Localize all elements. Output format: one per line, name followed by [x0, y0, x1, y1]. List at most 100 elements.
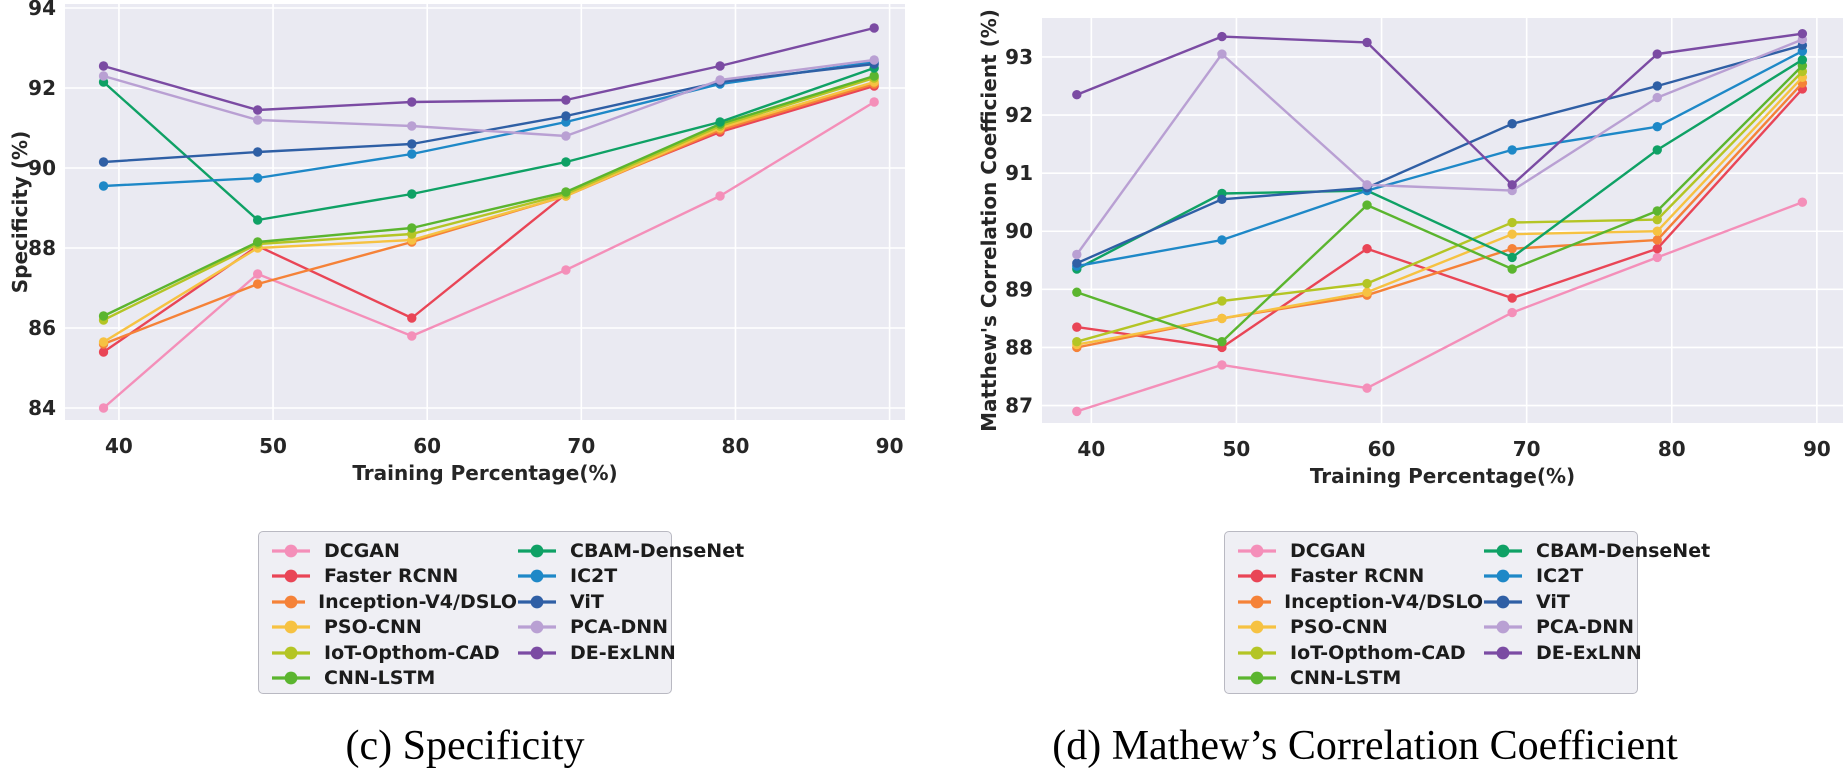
series-DCGAN: [98, 97, 879, 413]
legend-dot: [530, 569, 544, 583]
series-line: [102, 66, 875, 222]
legend-label: CNN-LSTM: [1290, 667, 1402, 690]
data-point: [98, 311, 109, 321]
legend-label: ViT: [1536, 590, 1570, 613]
data-point: [1072, 406, 1082, 417]
series-line: [102, 80, 875, 344]
data-point: [1362, 37, 1372, 48]
legend-line-marker-icon: [518, 595, 556, 609]
legend-item-CNN-LSTM: CNN-LSTM: [271, 666, 517, 692]
data-point: [715, 61, 725, 71]
data-point: [1652, 121, 1662, 132]
x-tick-label: 90: [1803, 437, 1831, 461]
legend-dot: [284, 671, 298, 685]
caption-specificity: (c) Specificity: [345, 723, 585, 769]
data-point: [1507, 145, 1517, 155]
legend-line-marker-icon: [1484, 595, 1522, 609]
legend-line-marker-icon: [1238, 646, 1276, 660]
legend-dot: [1496, 646, 1510, 660]
series-Faster RCNN: [1072, 84, 1808, 353]
data-point: [561, 111, 571, 121]
data-point: [561, 187, 571, 197]
y-tick-label: 84: [28, 396, 56, 420]
data-point: [1217, 31, 1227, 42]
legend-dot: [1496, 544, 1510, 558]
data-point: [252, 147, 263, 157]
legend-item-ViT: ViT: [1483, 589, 1710, 615]
y-axis-label: Specificity (%): [8, 131, 32, 293]
legend-label: Inception-V4/DSLO: [318, 590, 517, 613]
legend-item-PSO-CNN: PSO-CNN: [271, 615, 517, 641]
legend-dot: [1496, 569, 1510, 583]
legend-label: Faster RCNN: [1290, 565, 1425, 588]
data-point: [407, 189, 417, 199]
legend-label: IoT-Opthom-CAD: [1290, 641, 1466, 664]
data-point: [1072, 336, 1082, 347]
legend-label: Inception-V4/DSLO: [1284, 590, 1483, 613]
x-tick-label: 70: [567, 434, 595, 458]
plot-area: [1042, 18, 1843, 423]
x-tick-label: 80: [1658, 437, 1686, 461]
legend-dot: [1250, 646, 1264, 660]
y-tick-label: 88: [1005, 335, 1033, 359]
series-CNN-LSTM: [1072, 60, 1808, 347]
data-point: [715, 191, 725, 201]
data-point: [1217, 313, 1227, 324]
data-point: [1362, 200, 1372, 210]
data-point: [1652, 145, 1662, 155]
data-point: [1507, 229, 1517, 239]
data-point: [1797, 197, 1808, 207]
y-tick-label: 88: [28, 236, 56, 260]
data-point: [1652, 206, 1662, 216]
data-point: [1652, 81, 1662, 91]
x-tick-label: 80: [722, 434, 750, 458]
data-point: [407, 313, 417, 323]
y-tick-label: 93: [1005, 45, 1033, 69]
series-line: [1076, 201, 1803, 413]
legend-item-IC2T: IC2T: [1483, 564, 1710, 590]
data-point: [407, 97, 417, 107]
x-axis-label: Training Percentage(%): [352, 461, 617, 485]
legend-dot: [1250, 595, 1264, 609]
data-point: [1652, 235, 1662, 245]
legend-dot: [284, 569, 298, 583]
series-line: [102, 100, 875, 409]
series-DE-ExLNN: [1072, 28, 1808, 190]
legend-item-CBAM-DenseNet: CBAM-DenseNet: [517, 538, 744, 564]
series-line: [1076, 58, 1804, 271]
x-tick-label: 70: [1513, 437, 1541, 461]
data-point: [252, 115, 263, 125]
data-point: [98, 337, 109, 347]
series-PCA-DNN: [98, 55, 879, 141]
y-tick-label: 86: [28, 316, 56, 340]
legend-item-PCA-DNN: PCA-DNN: [1483, 615, 1710, 641]
legend-line-marker-icon: [272, 569, 310, 583]
data-point: [1652, 214, 1662, 225]
data-point: [407, 121, 417, 131]
data-point: [1652, 49, 1662, 59]
data-point: [98, 347, 109, 357]
y-tick-label: 92: [28, 76, 56, 100]
x-tick-label: 50: [259, 434, 287, 458]
legend-line-marker-icon: [1238, 544, 1276, 558]
data-point: [1072, 258, 1082, 268]
legend-label: CNN-LSTM: [324, 667, 436, 690]
data-point: [1652, 243, 1662, 254]
legend-dot: [284, 646, 298, 660]
data-point: [98, 403, 109, 413]
series-line: [1076, 88, 1804, 349]
data-point: [1217, 235, 1227, 245]
legend-item-Inception-V4/DSLO: Inception-V4/DSLO: [271, 589, 517, 615]
legend-item-DCGAN: DCGAN: [271, 538, 517, 564]
data-point: [869, 71, 879, 81]
legend-item-Inception-V4/DSLO: Inception-V4/DSLO: [1237, 589, 1483, 615]
data-point: [252, 237, 263, 247]
legend-line-marker-icon: [1484, 569, 1522, 583]
data-point: [407, 223, 417, 233]
mcc-legend: DCGAN Faster RCNN Inception-V4/DSLO PSO-CNN…: [1224, 531, 1710, 694]
data-point: [252, 173, 263, 183]
legend-dot: [530, 620, 544, 634]
legend-item-IoT-Opthom-CAD: IoT-Opthom-CAD: [271, 640, 517, 666]
legend-line-marker-icon: [272, 646, 310, 660]
series-line: [1076, 76, 1804, 346]
